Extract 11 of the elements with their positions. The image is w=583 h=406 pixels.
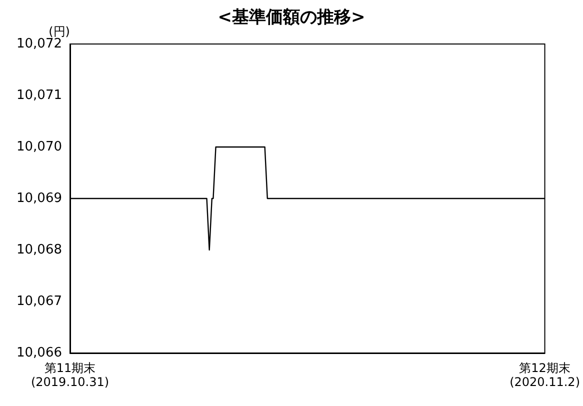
y-tick-label: 10,072 [16, 36, 62, 52]
y-axis-title: (円) [48, 24, 70, 39]
y-tick-label: 10,070 [16, 140, 62, 154]
y-tick-label: 10,067 [16, 294, 62, 309]
y-tick-label: 10,068 [16, 242, 62, 258]
chart-title: <基準価額の推移> [218, 8, 366, 28]
y-tick-label: 10,071 [16, 88, 62, 103]
x-tick-label: 第11期末 (2019.10.31) [30, 361, 110, 389]
y-tick-label: 10,066 [16, 346, 62, 360]
x-tick-label: 第12期末 (2020.11.2) [510, 361, 580, 389]
y-tick-label: 10,069 [16, 191, 62, 206]
